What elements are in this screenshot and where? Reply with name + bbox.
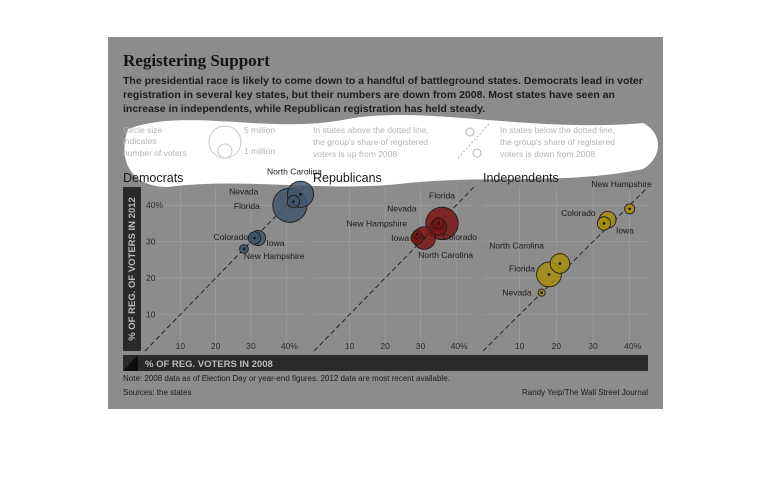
y-tick-label: 20: [146, 273, 156, 283]
x-axis-bar: [123, 355, 648, 371]
bubble-center: [242, 247, 246, 251]
point-label: Nevada: [387, 203, 417, 213]
point-label: Nevada: [229, 187, 259, 197]
point-label: Colorado: [561, 208, 596, 218]
point-label: New Hampshire: [347, 218, 408, 228]
bubble-center: [602, 222, 606, 225]
legend-size-text: indicates: [123, 136, 157, 146]
x-tick-label: 10: [515, 341, 525, 351]
chart-sources: Sources: the states: [123, 388, 192, 397]
x-axis-corner: [123, 355, 138, 371]
legend-size-text: Circle size: [123, 125, 162, 135]
point-label: Iowa: [391, 233, 409, 243]
point-label: Nevada: [502, 288, 532, 298]
y-axis-bar: [123, 187, 141, 351]
bubble-center: [437, 222, 440, 225]
legend-below-text: voters is down from 2008: [500, 149, 595, 159]
y-axis-label: % OF REG. OF VOTERS IN 2012: [127, 197, 138, 341]
point-label: North Carolina: [489, 241, 544, 251]
legend-above-text: voters is up from 2008: [313, 149, 397, 159]
point-label: Iowa: [267, 238, 285, 248]
x-tick-label: 20: [552, 341, 562, 351]
bubble-center: [299, 192, 302, 196]
point-label: Florida: [429, 190, 455, 200]
bubble-center: [253, 236, 256, 240]
point-label: Colorado: [214, 232, 249, 242]
x-tick-label: 30: [588, 341, 598, 351]
legend-below-marker: [472, 148, 482, 158]
x-tick-label: 40%: [624, 341, 641, 351]
bubble-center: [547, 273, 551, 276]
point-label: Florida: [509, 263, 535, 273]
bubble-center: [628, 207, 632, 211]
legend-below-text: In states below the dotted line,: [500, 125, 615, 135]
x-tick-label: 40%: [281, 341, 298, 351]
point-label: Colorado: [442, 232, 477, 242]
legend-above-text: In states above the dotted line,: [313, 125, 429, 135]
point-label: New Hampshire: [244, 251, 305, 261]
point-label: Iowa: [616, 225, 634, 235]
legend-size-small: [217, 143, 233, 159]
x-tick-label: 30: [416, 341, 426, 351]
point-label: North Carolina: [418, 250, 473, 260]
bubble-center: [540, 291, 544, 295]
chart-subtitle: The presidential race is likely to come …: [123, 75, 643, 115]
chart-note: Note: 2008 data as of Election Day or ye…: [123, 374, 450, 383]
legend-small-label: 1 million: [244, 146, 275, 156]
bubble-center: [292, 200, 295, 203]
diagonal-line: [313, 186, 475, 352]
x-axis-label: % OF REG. VOTERS IN 2008: [145, 359, 273, 370]
chart-card: Registering Support The presidential rac…: [108, 37, 663, 409]
legend-above-text: the group's share of registered: [313, 137, 428, 147]
diagonal-line: [144, 186, 305, 352]
legend-above-marker: [465, 127, 475, 137]
x-tick-label: 10: [345, 341, 355, 351]
y-tick-label: 30: [146, 237, 156, 247]
bubble-center: [415, 232, 419, 236]
x-tick-label: 20: [211, 341, 221, 351]
point-label: Florida: [234, 201, 260, 211]
x-tick-label: 10: [176, 341, 186, 351]
x-tick-label: 20: [380, 341, 390, 351]
y-tick-label: 10: [146, 310, 156, 320]
legend-below-text: the group's share of registered: [500, 137, 615, 147]
point-label: New Hampshire: [591, 179, 652, 189]
bubble-center: [558, 262, 562, 265]
x-tick-label: 30: [246, 341, 256, 351]
panel-title: Democrats: [123, 171, 183, 185]
panel-title: Independents: [483, 171, 559, 185]
y-tick-label: 40%: [146, 200, 163, 210]
chart-title: Registering Support: [123, 51, 270, 70]
legend-size-text: number of voters: [123, 148, 187, 158]
legend-band: [124, 114, 659, 187]
panel-title: Republicans: [313, 171, 382, 185]
legend-big-label: 5 million: [244, 125, 275, 135]
x-tick-label: 40%: [451, 341, 468, 351]
chart-credit: Randy Yeip/The Wall Street Journal: [522, 388, 648, 397]
point-label: North Carolina: [267, 166, 322, 176]
